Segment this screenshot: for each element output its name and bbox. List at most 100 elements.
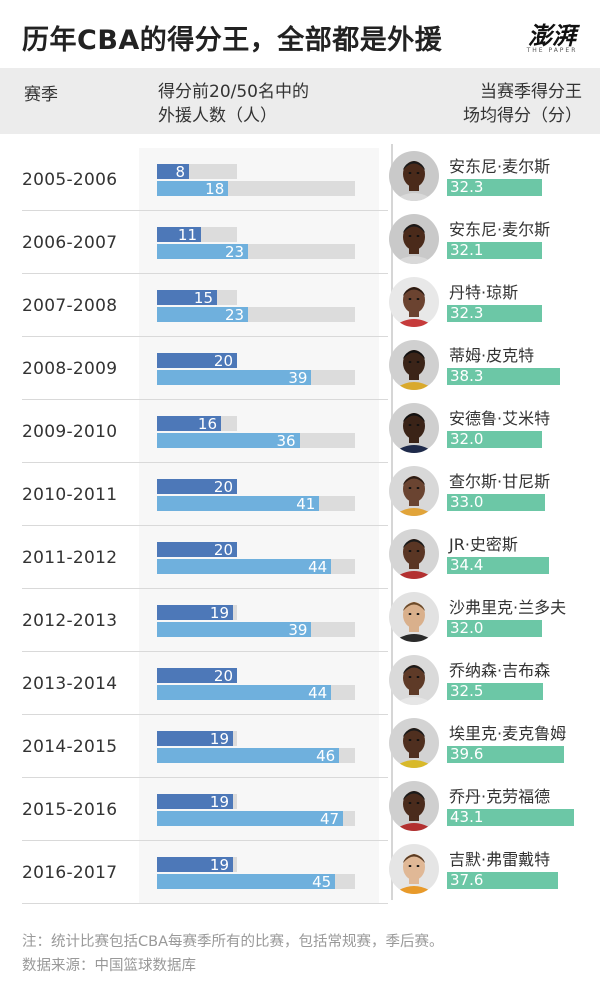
row-separator bbox=[22, 777, 388, 778]
top20-bar bbox=[157, 290, 217, 305]
season-label: 2016-2017 bbox=[22, 863, 118, 883]
top50-bar bbox=[157, 244, 249, 259]
top20-bar bbox=[157, 668, 237, 683]
top20-bar bbox=[157, 731, 233, 746]
the-paper-logo: 澎湃 THE PAPER bbox=[522, 16, 582, 60]
season-row: 2006-2007 11 23 安东尼·麦尔斯 32.1 bbox=[0, 207, 600, 274]
top20-value-label: 15 bbox=[193, 289, 213, 307]
bar-area: 11 23 bbox=[139, 211, 379, 274]
season-row: 2016-2017 19 45 吉默·弗雷戴特 37.6 bbox=[0, 837, 600, 904]
row-separator bbox=[22, 525, 388, 526]
season-row: 2008-2009 20 39 蒂姆·皮克特 38.3 bbox=[0, 333, 600, 400]
row-separator bbox=[22, 210, 388, 211]
top20-value-label: 19 bbox=[209, 793, 229, 811]
row-separator bbox=[22, 840, 388, 841]
row-separator bbox=[22, 399, 388, 400]
top20-value-label: 19 bbox=[209, 856, 229, 874]
bar-area: 19 47 bbox=[139, 778, 379, 841]
score-bar bbox=[447, 368, 561, 385]
bar-area: 20 44 bbox=[139, 526, 379, 589]
footnote-source: 数据来源：中国篮球数据库 bbox=[22, 958, 196, 974]
season-label: 2014-2015 bbox=[22, 737, 118, 757]
season-label: 2013-2014 bbox=[22, 674, 118, 694]
player-name: 蒂姆·皮克特 bbox=[449, 346, 535, 365]
player-name: 安德鲁·艾米特 bbox=[449, 409, 551, 428]
season-label: 2006-2007 bbox=[22, 233, 118, 253]
player-name: 乔丹·克劳福德 bbox=[449, 787, 551, 806]
score-bar bbox=[447, 809, 575, 826]
season-column-label: 赛季 bbox=[24, 85, 58, 105]
logo-subtext: THE PAPER bbox=[526, 47, 578, 54]
top50-bar bbox=[157, 496, 320, 511]
top20-value-label: 19 bbox=[209, 604, 229, 622]
row-separator bbox=[22, 273, 388, 274]
player-avatar bbox=[389, 277, 439, 327]
season-label: 2012-2013 bbox=[22, 611, 118, 631]
season-label: 2009-2010 bbox=[22, 422, 118, 442]
top50-value-label: 44 bbox=[308, 684, 328, 702]
row-separator bbox=[22, 336, 388, 337]
top50-bar bbox=[157, 874, 336, 889]
player-name: 丹特·琼斯 bbox=[449, 283, 519, 302]
player-avatar bbox=[389, 781, 439, 831]
top20-value-label: 20 bbox=[213, 541, 233, 559]
score-bar bbox=[447, 305, 543, 322]
row-separator bbox=[22, 588, 388, 589]
top50-value-label: 46 bbox=[316, 747, 336, 765]
player-avatar bbox=[389, 529, 439, 579]
footnotes: 注：统计比赛包括CBA每赛季所有的比赛，包括常规赛，季后赛。 数据来源：中国篮球… bbox=[22, 930, 444, 978]
top20-bar bbox=[157, 164, 189, 179]
player-avatar bbox=[389, 718, 439, 768]
player-name: 埃里克·麦克鲁姆 bbox=[449, 724, 567, 743]
top20-bar bbox=[157, 857, 233, 872]
top50-value-label: 41 bbox=[296, 495, 316, 513]
score-label-line1: 当赛季得分王 bbox=[480, 82, 582, 102]
player-avatar bbox=[389, 340, 439, 390]
top50-bar bbox=[157, 622, 312, 637]
score-value-label: 37.6 bbox=[450, 871, 484, 889]
score-value-label: 34.4 bbox=[450, 556, 484, 574]
top50-value-label: 39 bbox=[288, 369, 308, 387]
foreign-count-label-line2: 外援人数（人） bbox=[158, 106, 277, 126]
chart-title: 历年CBA的得分王，全部都是外援 bbox=[22, 25, 443, 56]
score-bar bbox=[447, 557, 549, 574]
top50-value-label: 18 bbox=[205, 180, 225, 198]
top50-value-label: 39 bbox=[288, 621, 308, 639]
top50-value-label: 44 bbox=[308, 558, 328, 576]
top20-value-label: 20 bbox=[213, 352, 233, 370]
top20-bar bbox=[157, 479, 237, 494]
bar-area: 16 36 bbox=[139, 400, 379, 463]
season-row: 2007-2008 15 23 丹特·琼斯 32.3 bbox=[0, 270, 600, 337]
top20-value-label: 20 bbox=[213, 667, 233, 685]
score-value-label: 32.0 bbox=[450, 619, 484, 637]
top20-value-label: 8 bbox=[175, 163, 185, 181]
score-bar bbox=[447, 179, 543, 196]
season-label: 2008-2009 bbox=[22, 359, 118, 379]
season-row: 2011-2012 20 44 JR·史密斯 34.4 bbox=[0, 522, 600, 589]
player-avatar bbox=[389, 214, 439, 264]
score-bar bbox=[447, 620, 542, 637]
player-avatar bbox=[389, 403, 439, 453]
column-header: 赛季 得分前20/50名中的 外援人数（人） 当赛季得分王 场均得分（分） bbox=[0, 68, 600, 134]
top50-value-label: 23 bbox=[224, 306, 245, 324]
bar-area: 19 39 bbox=[139, 589, 379, 652]
season-label: 2010-2011 bbox=[22, 485, 118, 505]
top50-bar bbox=[157, 811, 344, 826]
top50-bar bbox=[157, 307, 249, 322]
top50-bar bbox=[157, 748, 340, 763]
foreign-count-label-line1: 得分前20/50名中的 bbox=[158, 82, 309, 102]
top20-value-label: 16 bbox=[197, 415, 217, 433]
player-name: JR·史密斯 bbox=[449, 535, 518, 554]
score-value-label: 32.3 bbox=[450, 178, 484, 196]
score-value-label: 43.1 bbox=[450, 808, 484, 826]
player-avatar bbox=[389, 466, 439, 516]
header: 历年CBA的得分王，全部都是外援 澎湃 THE PAPER bbox=[0, 0, 600, 68]
top20-bar bbox=[157, 605, 233, 620]
season-label: 2005-2006 bbox=[22, 170, 118, 190]
top20-bar bbox=[157, 227, 201, 242]
score-value-label: 38.3 bbox=[450, 367, 484, 385]
player-avatar bbox=[389, 151, 439, 201]
player-avatar bbox=[389, 655, 439, 705]
player-name: 吉默·弗雷戴特 bbox=[449, 850, 551, 869]
score-bar bbox=[447, 242, 542, 259]
